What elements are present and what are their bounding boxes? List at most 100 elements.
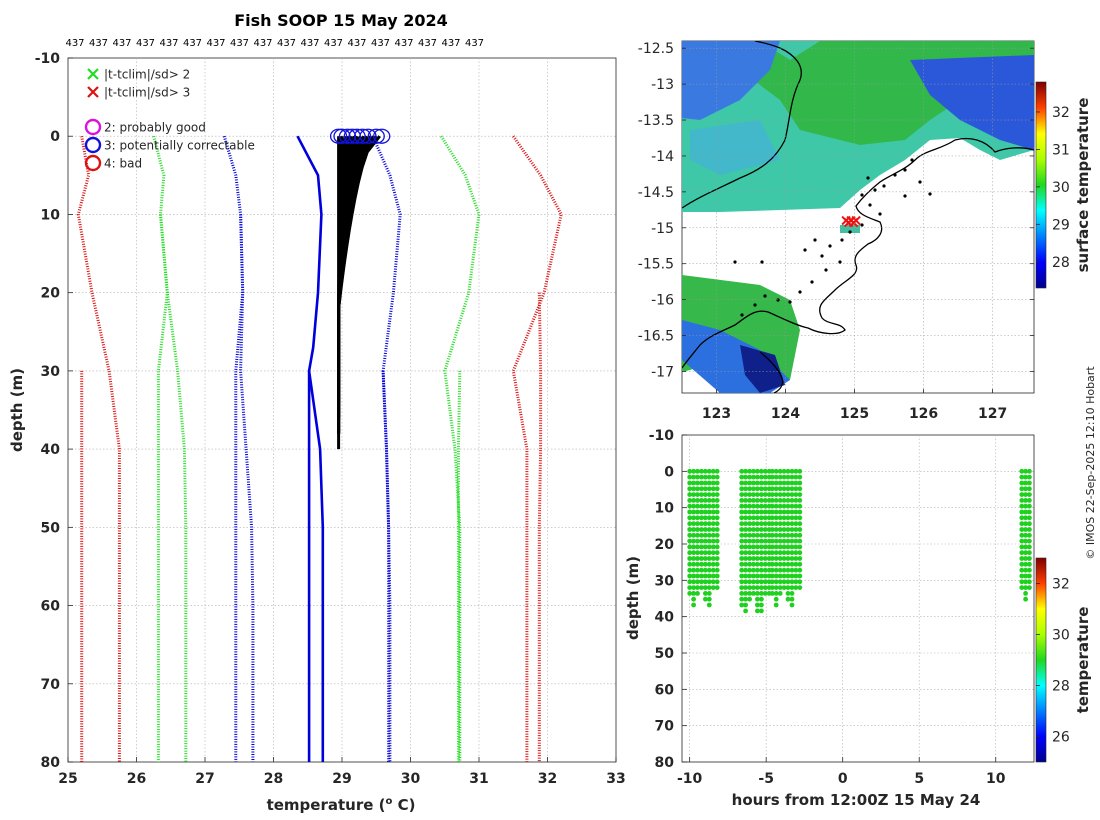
data-point <box>797 567 803 573</box>
data-point <box>1023 596 1028 602</box>
data-point <box>695 486 700 492</box>
data-point <box>710 527 716 532</box>
data-point <box>781 474 787 480</box>
data-point <box>699 498 704 503</box>
data-point <box>1019 521 1025 527</box>
data-point <box>1027 550 1032 556</box>
data-point <box>1019 509 1025 515</box>
data-point <box>714 480 720 486</box>
data-point <box>710 579 716 585</box>
islands <box>733 158 932 317</box>
data-point <box>743 608 748 614</box>
data-point <box>695 544 700 550</box>
data-point <box>1023 544 1028 550</box>
data-point <box>777 532 783 538</box>
data-point <box>777 544 783 550</box>
data-point <box>769 515 775 521</box>
island-dot <box>910 158 914 162</box>
data-point <box>703 468 708 474</box>
data-point <box>762 527 768 532</box>
data-point <box>739 556 745 561</box>
data-point <box>751 544 756 550</box>
legend-label: |t-tclim|/sd> 2 <box>104 68 190 82</box>
data-point <box>773 573 779 579</box>
data-point <box>703 480 708 486</box>
island-dot <box>763 294 767 298</box>
time-axes <box>681 434 1035 763</box>
y-tick-label: 0 <box>50 129 60 145</box>
data-point <box>739 602 745 608</box>
data-point <box>777 515 783 521</box>
data-point <box>714 492 720 497</box>
data-point <box>739 596 745 602</box>
data-point <box>755 468 760 474</box>
data-point <box>789 503 795 509</box>
profile-x-ticks: 25 26 27 28 29 30 31 32 33 <box>58 757 626 787</box>
data-point <box>793 567 799 573</box>
data-point <box>743 521 748 527</box>
data-point <box>747 486 752 492</box>
data-point <box>785 544 791 550</box>
time-x-tick-label: 5 <box>914 771 924 787</box>
flag-circle <box>373 128 391 144</box>
data-point <box>743 550 748 556</box>
data-point <box>703 579 708 585</box>
data-point <box>1023 561 1028 567</box>
data-point <box>714 486 720 492</box>
data-point <box>710 561 716 567</box>
data-point <box>743 492 748 497</box>
time-scatter <box>687 468 1032 614</box>
data-point <box>762 474 768 480</box>
data-point <box>1023 480 1028 486</box>
data-point <box>687 573 693 579</box>
data-point <box>755 608 760 614</box>
island-dot <box>860 193 864 197</box>
data-point <box>747 468 752 474</box>
data-point <box>747 521 752 527</box>
data-point <box>1019 556 1025 561</box>
data-point <box>797 474 803 480</box>
data-point <box>703 515 708 521</box>
data-point <box>797 556 803 561</box>
data-point <box>706 509 712 515</box>
data-point <box>695 585 700 590</box>
island-dot <box>824 268 828 272</box>
data-point <box>687 585 693 590</box>
data-point <box>691 498 696 503</box>
data-point <box>773 585 779 590</box>
data-point <box>699 509 704 515</box>
data-point <box>1027 474 1032 480</box>
data-point <box>695 468 700 474</box>
data-point <box>797 468 803 474</box>
data-point <box>687 550 693 556</box>
data-point <box>1023 556 1028 561</box>
data-point <box>773 596 779 602</box>
data-point <box>687 486 693 492</box>
island-dot <box>838 260 842 264</box>
data-point <box>781 544 787 550</box>
data-point <box>747 515 752 521</box>
data-point <box>1019 532 1025 538</box>
data-point <box>781 527 787 532</box>
temp-cb-label: 30 <box>1052 628 1070 644</box>
data-point <box>789 480 795 486</box>
data-point <box>789 556 795 561</box>
data-point <box>703 532 708 538</box>
data-point <box>785 492 791 497</box>
data-point <box>777 498 783 503</box>
profile-count-label: 437 <box>324 38 343 49</box>
data-point <box>703 474 708 480</box>
map-x-tick-label: 127 <box>978 406 1007 422</box>
data-point <box>695 503 700 509</box>
data-point <box>691 550 696 556</box>
profile-traces <box>337 135 381 450</box>
data-point <box>785 503 791 509</box>
data-point <box>755 474 760 480</box>
track-position <box>841 215 861 228</box>
island-dot <box>828 244 832 248</box>
data-point <box>691 596 696 602</box>
data-point <box>1023 474 1028 480</box>
data-point <box>743 591 748 596</box>
data-point <box>1023 585 1028 590</box>
map-y-tick-label: -17 <box>651 364 674 380</box>
